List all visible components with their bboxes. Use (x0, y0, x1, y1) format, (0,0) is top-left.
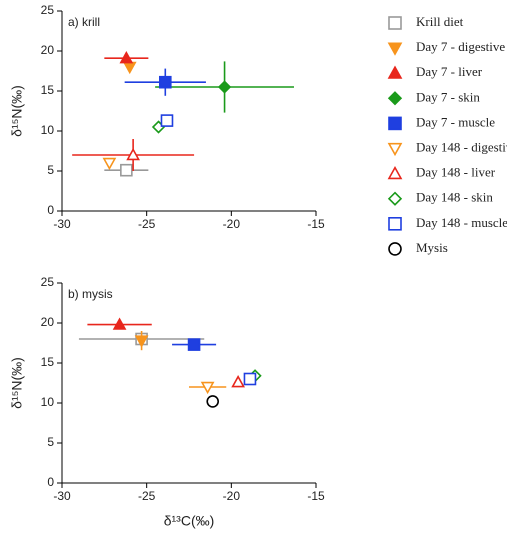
legend-label: Day 7 - digestive (416, 39, 505, 54)
panel-label: b) mysis (68, 287, 113, 301)
legend-label: Day 148 - muscle (416, 215, 507, 230)
legend-label: Day 148 - digestive (416, 139, 507, 154)
marker (243, 372, 257, 386)
x-tick-label: -30 (53, 217, 71, 231)
marker (102, 157, 117, 171)
legend-marker (387, 165, 403, 180)
legend-label: Day 148 - liver (416, 165, 496, 180)
marker (112, 317, 127, 330)
y-tick-label: 15 (41, 83, 55, 97)
y-tick-label: 25 (41, 275, 55, 289)
marker (231, 375, 245, 388)
x-tick-label: -20 (223, 217, 241, 231)
marker (120, 163, 133, 177)
legend-marker (388, 242, 402, 256)
legend-label: Day 7 - skin (416, 89, 480, 104)
legend-label: Day 7 - muscle (416, 114, 495, 129)
y-tick-label: 0 (47, 475, 54, 489)
marker (217, 80, 232, 94)
legend-label: Krill diet (416, 14, 464, 29)
legend-marker (388, 217, 402, 231)
y-tick-label: 5 (47, 435, 54, 449)
marker (126, 147, 140, 161)
x-tick-label: -25 (138, 489, 156, 503)
marker (187, 338, 201, 351)
x-tick-label: -20 (223, 489, 241, 503)
legend-marker (387, 191, 403, 206)
y-tick-label: 25 (41, 3, 55, 17)
x-axis-title: δ¹³C(‰) (164, 513, 215, 529)
marker (160, 114, 174, 127)
marker (206, 395, 220, 408)
marker (158, 75, 172, 89)
legend-label: Mysis (416, 240, 448, 255)
legend-label: Day 7 - liver (416, 64, 483, 79)
legend-marker (388, 116, 402, 131)
y-tick-label: 10 (41, 123, 55, 137)
legend-label: Day 148 - skin (416, 190, 493, 205)
y-tick-label: 0 (47, 203, 54, 217)
marker (119, 51, 134, 64)
legend-marker (387, 65, 403, 79)
y-axis-title: δ¹⁵N(‰) (9, 85, 25, 137)
y-tick-label: 15 (41, 355, 55, 369)
legend-marker (387, 91, 403, 106)
legend-marker (387, 142, 403, 157)
y-tick-label: 5 (47, 163, 54, 177)
x-tick-label: -30 (53, 489, 71, 503)
y-axis-title: δ¹⁵N(‰) (9, 357, 25, 409)
legend-marker (387, 42, 403, 56)
x-tick-label: -15 (307, 217, 325, 231)
y-tick-label: 20 (41, 315, 55, 329)
y-tick-label: 10 (41, 395, 55, 409)
marker (200, 381, 215, 395)
y-tick-label: 20 (41, 43, 55, 57)
marker (122, 61, 137, 75)
marker (134, 335, 149, 348)
panel-label: a) krill (68, 15, 100, 29)
x-tick-label: -15 (307, 489, 325, 503)
x-tick-label: -25 (138, 217, 156, 231)
legend-marker (388, 16, 402, 30)
